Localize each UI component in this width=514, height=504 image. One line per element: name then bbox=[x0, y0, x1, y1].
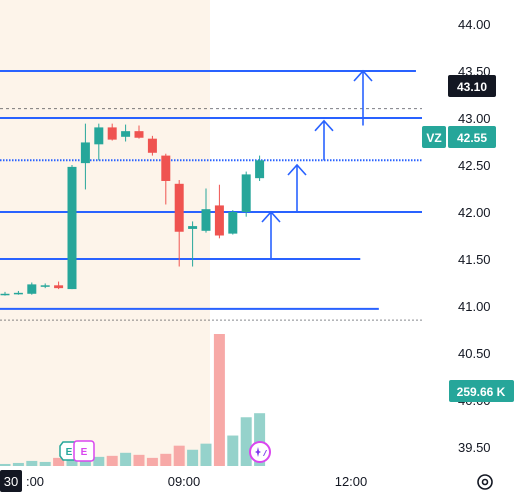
y-tick-label: 41.50 bbox=[458, 252, 491, 267]
y-tick-label: 44.00 bbox=[458, 17, 491, 32]
candle-body bbox=[107, 127, 117, 140]
symbol-price-text: 42.55 bbox=[457, 131, 487, 145]
y-tick-label: 39.50 bbox=[458, 440, 491, 455]
candle-body bbox=[161, 155, 171, 181]
event-marker-earnings-2[interactable]: E bbox=[73, 440, 95, 462]
arrows[interactable] bbox=[261, 69, 373, 259]
candle-body bbox=[0, 293, 10, 296]
arrow-head bbox=[287, 163, 307, 176]
svg-text:E: E bbox=[66, 447, 73, 458]
volume-bar bbox=[93, 456, 105, 466]
volume-bar bbox=[213, 334, 225, 466]
svg-text:E: E bbox=[81, 447, 88, 458]
volume-bar bbox=[26, 460, 38, 466]
volume-bar bbox=[120, 452, 132, 466]
symbol-text: VZ bbox=[426, 131, 441, 145]
y-tick-label: 41.00 bbox=[458, 299, 491, 314]
candle-body bbox=[13, 292, 23, 295]
time-axis[interactable]: 30 :00 09:00 12:00 bbox=[0, 466, 514, 504]
candle-body bbox=[27, 284, 37, 294]
candle-body bbox=[255, 160, 265, 179]
volume-tag: 259.66 K bbox=[449, 380, 514, 402]
volume-bar bbox=[0, 463, 11, 466]
volume-bar bbox=[254, 413, 266, 466]
volume-bar bbox=[240, 417, 252, 466]
time-label-1: :00 bbox=[26, 474, 44, 489]
volume-bar bbox=[173, 445, 185, 466]
y-tick-label: 40.50 bbox=[458, 346, 491, 361]
time-label-cursor: 30 bbox=[4, 474, 18, 489]
time-label-3: 12:00 bbox=[335, 474, 368, 489]
volume-bar bbox=[53, 457, 65, 466]
volume-bar bbox=[79, 459, 91, 466]
time-label-2: 09:00 bbox=[168, 474, 201, 489]
volume-bars bbox=[0, 334, 266, 466]
candles[interactable] bbox=[0, 123, 265, 296]
candle-body bbox=[67, 166, 77, 290]
candle-body bbox=[134, 131, 144, 138]
y-tick-label: 42.00 bbox=[458, 205, 491, 220]
volume-bar bbox=[200, 443, 212, 466]
session-background bbox=[0, 0, 210, 466]
volume-bar bbox=[12, 462, 24, 466]
volume-bar bbox=[106, 455, 118, 466]
candle-body bbox=[174, 183, 184, 232]
candle-body bbox=[80, 142, 90, 164]
volume-bar bbox=[39, 461, 51, 466]
arrow-head bbox=[353, 69, 373, 82]
volume-bar bbox=[160, 453, 172, 466]
volume-text: 259.66 K bbox=[457, 385, 506, 399]
sparkle-icon[interactable] bbox=[249, 441, 271, 463]
earnings-icon bbox=[73, 440, 95, 462]
gear-icon[interactable] bbox=[477, 474, 493, 490]
arrow-head bbox=[261, 210, 281, 223]
candle-body bbox=[188, 226, 198, 229]
volume-bar bbox=[146, 457, 158, 466]
time-axis-cursor-box bbox=[0, 470, 22, 492]
candle-body bbox=[94, 127, 104, 145]
volume-bar bbox=[227, 435, 239, 466]
volume-bar bbox=[133, 454, 145, 466]
candle-body bbox=[40, 285, 50, 287]
last-price-text: 43.10 bbox=[457, 80, 487, 94]
candle-body bbox=[228, 212, 238, 234]
candle-body bbox=[201, 209, 211, 231]
candle-body bbox=[147, 138, 157, 153]
candle-body bbox=[54, 285, 64, 289]
y-tick-label: 43.00 bbox=[458, 111, 491, 126]
y-tick-label: 42.50 bbox=[458, 158, 491, 173]
arrow-head bbox=[314, 119, 334, 132]
candle-body bbox=[241, 174, 251, 212]
candle-body bbox=[214, 205, 224, 236]
last-price-tag: 43.10 bbox=[448, 75, 496, 97]
volume-bar bbox=[187, 449, 199, 466]
symbol-tag: VZ 42.55 bbox=[422, 126, 496, 148]
candle-body bbox=[121, 131, 131, 137]
